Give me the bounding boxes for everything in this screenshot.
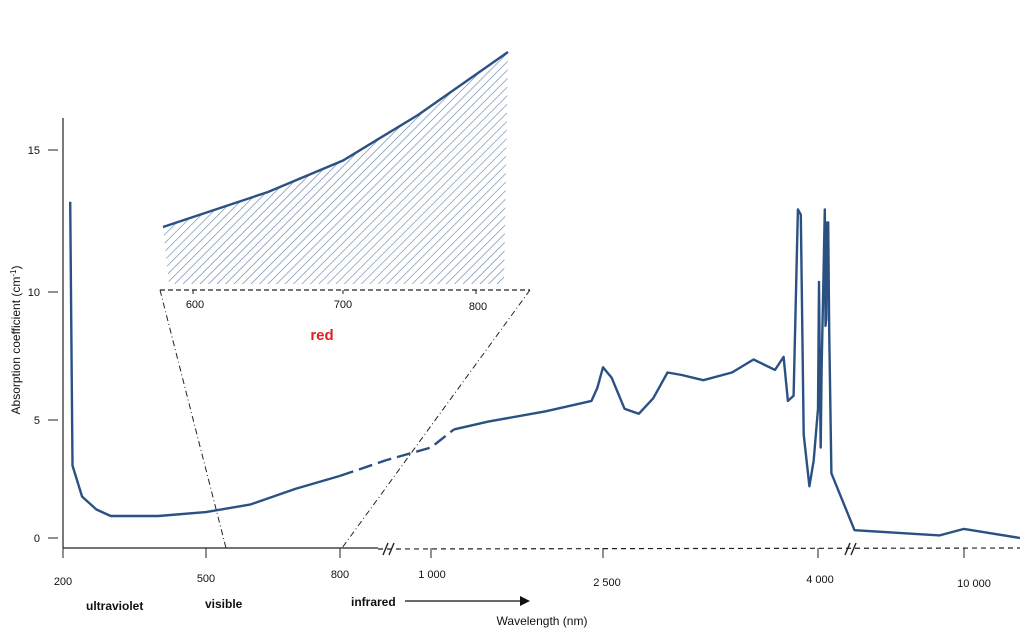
x-tick-label-200: 200 [54,576,72,588]
inset-label-red: red [310,327,333,344]
inset-x-tick-label-700: 700 [334,299,352,311]
zoom-connector-right [341,289,531,549]
inset-curve [162,51,509,229]
axis-break-1 [382,542,395,556]
x-tick-label-4000: 4 000 [806,574,834,586]
inset-x-ticks [192,290,477,294]
y-tick-label-0: 0 [34,533,40,545]
y-ticks [48,149,58,539]
x-ticks [62,548,965,558]
zoom-connector-left [159,289,227,549]
x-tick-label-500: 500 [197,573,215,585]
inset-hatched-area [163,52,508,284]
x-tick-label-2500: 2 500 [593,577,621,589]
region-label-visible: visible [205,597,243,611]
series-line-solid-uv-visible [69,201,341,518]
infrared-arrow [405,596,530,606]
x-tick-label-1000: 1 000 [418,569,446,581]
series-line-dashed-nir [339,428,455,478]
axis-break-2 [844,542,857,556]
y-axis-title: Absorption coefficient (cm-1) [9,266,24,415]
x-tick-label-800: 800 [331,569,349,581]
y-tick-label-10: 10 [28,287,40,299]
y-tick-label-15: 15 [28,145,40,157]
y-tick-label-5: 5 [34,415,40,427]
inset-x-tick-label-800: 800 [469,301,487,313]
x-axis-title: Wavelength (nm) [497,614,588,628]
region-label-ultraviolet: ultraviolet [86,599,143,613]
x-axis-dashed [377,547,1021,550]
inset-x-tick-label-600: 600 [186,299,204,311]
series-line-solid-ir [453,208,1021,540]
region-label-infrared: infrared [351,595,396,609]
x-tick-label-10000: 10 000 [957,578,991,590]
